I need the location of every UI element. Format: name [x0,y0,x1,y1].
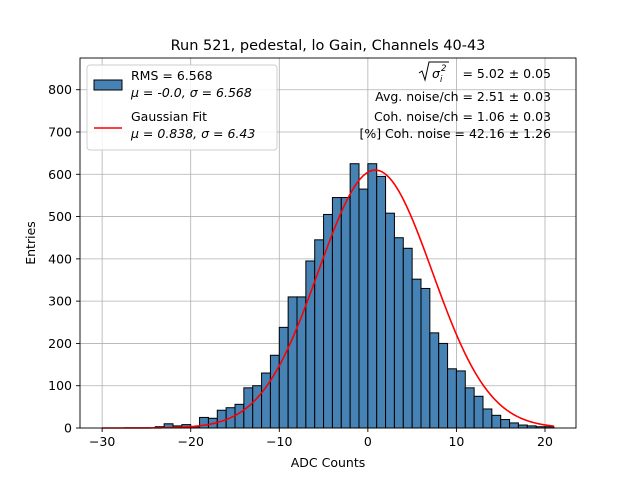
legend-box [86,64,278,151]
histogram-bar [393,237,404,429]
histogram-bar [411,278,422,429]
svg-text:i: i [440,75,443,85]
histogram-bar [269,354,280,429]
histogram-bar [349,163,360,429]
y-tick-label: 300 [48,294,72,309]
histogram-bars [154,163,555,429]
histogram-bar [376,175,387,429]
histogram-bar [358,188,369,429]
y-tick-label: 200 [48,336,72,351]
y-tick-label: 400 [48,251,72,266]
y-tick-label: 800 [48,82,72,97]
x-tick-label: 10 [448,434,464,449]
x-tick-label: 20 [537,434,553,449]
histogram-bar [438,342,449,429]
y-tick-label: 0 [64,421,72,436]
annotation-coh-percent: [%] Coh. noise = 42.16 ± 1.26 [359,126,551,141]
sqrt-sigma-symbol: σ 2 i [418,61,449,85]
legend-fit-label-line1: Gaussian Fit [131,109,207,124]
y-tick-label: 100 [48,378,72,393]
y-tick-label: 700 [48,125,72,140]
histogram-bar [252,385,263,429]
x-tick-label: 0 [364,434,372,449]
x-tick-label: −20 [178,434,204,449]
annotation-avg-noise: Avg. noise/ch = 2.51 ± 0.03 [375,89,551,104]
annotation-sqrt-value: = 5.02 ± 0.05 [462,66,551,81]
histogram-bar [429,332,440,429]
y-tick-label: 500 [48,209,72,224]
x-axis-label: ADC Counts [291,455,366,470]
histogram-bar [491,414,502,429]
histogram-bar [234,403,245,429]
histogram-bar [420,287,431,429]
y-axis-label: Entries [23,221,38,265]
plot-frame [79,57,577,429]
histogram-bar [482,408,493,429]
legend-histogram-swatch [93,79,123,91]
svg-text:σ: σ [432,66,441,81]
histogram-bar [287,296,298,429]
histogram-bar [216,409,227,429]
noise-annotations: σ 2 i = 5.02 ± 0.05 Avg. noise/ch = 2.51… [359,61,551,141]
histogram-bar [447,368,457,429]
histogram-bar [500,419,511,429]
x-tick-label: −30 [89,434,115,449]
annotation-coh-noise: Coh. noise/ch = 1.06 ± 0.03 [374,109,551,124]
legend-fit-label-line2: μ = 0.838, σ = 6.43 [130,126,255,141]
x-tick-label: −10 [266,434,292,449]
histogram-bar [464,387,475,429]
legend-histogram-label-line1: RMS = 6.568 [131,68,213,83]
histogram-bar [402,247,413,429]
histogram-bar [367,163,378,429]
gaussian-fit-curve [102,169,554,429]
chart-title: Run 521, pedestal, lo Gain, Channels 40-… [171,38,486,54]
y-tick-label: 600 [48,167,72,182]
histogram-bar [385,212,395,429]
legend: RMS = 6.568 μ = -0.0, σ = 6.568 Gaussian… [86,64,278,151]
histogram-bar [278,326,289,429]
x-axis-ticks: −30 −20 −10 0 10 20 [89,428,553,449]
legend-histogram-label-line2: μ = -0.0, σ = 6.568 [130,85,252,100]
histogram-bar [455,370,466,429]
histogram-bar [473,395,484,429]
histogram-bar [340,197,351,429]
histogram-bar [509,422,519,429]
y-axis-ticks: 0 100 200 300 400 500 600 700 800 [48,82,80,436]
histogram-bar [243,387,254,429]
svg-text:2: 2 [441,64,446,74]
